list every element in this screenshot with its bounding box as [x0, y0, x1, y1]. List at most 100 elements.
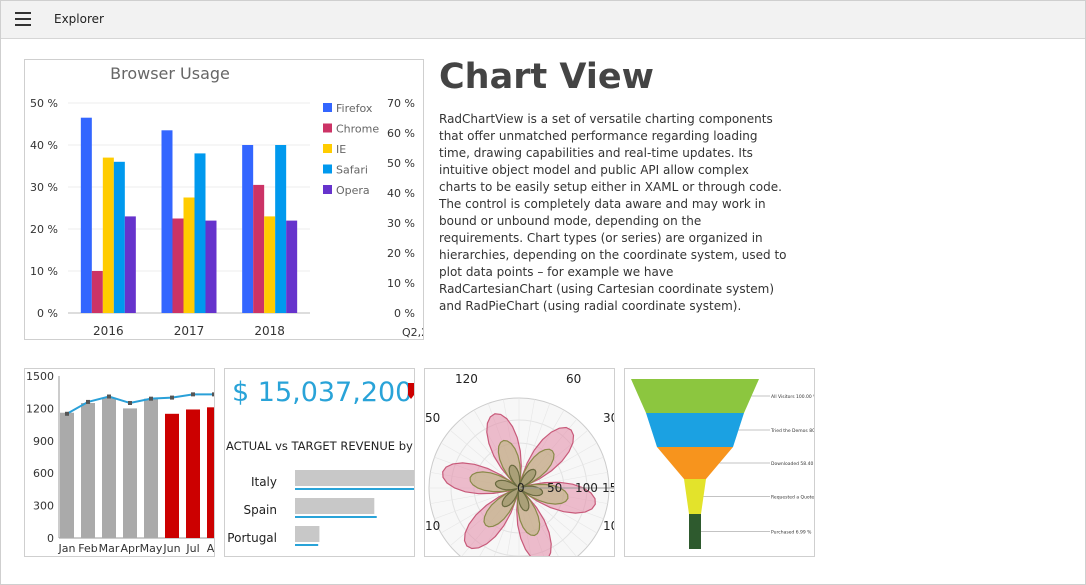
polar-chart: 0 50 100 150 120 60 50 30 10 10	[425, 372, 614, 556]
bar-jul	[186, 409, 200, 538]
legend-swatch	[323, 103, 332, 112]
revenue-panel[interactable]: $ 15,037,200 ACTUAL vs TARGET REVENUE by …	[224, 368, 415, 557]
bar-chrome-2016	[91, 271, 103, 313]
bar-firefox-2017	[161, 130, 173, 313]
legend-swatch	[323, 123, 332, 133]
funnel-chart-panel[interactable]: All Visitors 100.00 % Tried the Demos 80.…	[624, 368, 815, 557]
funnel-stage-label: Requested a Quote 13.63 %	[771, 495, 814, 501]
legend-swatch	[323, 185, 332, 194]
y-tick-label: 50 %	[30, 97, 58, 110]
actual-bar-italy	[295, 470, 414, 486]
x-tick-label: May	[140, 542, 163, 555]
bar-apr	[123, 408, 137, 538]
y-tick-label: 600	[33, 467, 54, 480]
app-title: Explorer	[54, 12, 104, 26]
angle-tick-label: 50	[425, 411, 440, 425]
bar-firefox-2016	[80, 117, 92, 313]
funnel-stage-5	[689, 514, 701, 549]
x-tick-label: 2016	[93, 324, 124, 338]
legend-label: Opera	[336, 184, 370, 197]
chart-title: Browser Usage	[110, 64, 230, 83]
bar-jun	[165, 413, 179, 538]
angle-tick-label: 10	[425, 519, 440, 533]
angle-tick-label: 30	[603, 411, 614, 425]
y-tick-label: 1200	[26, 402, 54, 415]
funnel-stage-label: All Visitors 100.00 %	[771, 394, 814, 400]
bar-opera-2017	[205, 220, 217, 313]
polar-grid-spoke	[518, 487, 589, 547]
x-tick-label: Apr	[120, 542, 140, 555]
bar-chrome-2018	[253, 184, 265, 313]
target-bar-portugal	[295, 544, 319, 546]
legend-label: IE	[336, 143, 346, 156]
trend-point	[149, 396, 153, 401]
polar-grid-spoke	[506, 487, 520, 556]
trend-line	[66, 393, 214, 415]
bar-ie-2017	[183, 197, 195, 313]
browser-usage-chart: Browser Usage 0 % 10 % 20 % 30 % 40 % 50 % 2016…	[30, 64, 423, 339]
y-tick-label: 40 %	[30, 139, 58, 152]
y-tick-label: 0 %	[37, 307, 58, 320]
trend-point	[191, 392, 195, 397]
legend-swatch	[323, 164, 332, 174]
bar-ie-2016	[102, 157, 114, 313]
page-title: Chart View	[439, 57, 654, 97]
browser-usage-chart-panel[interactable]: Browser Usage 0 % 10 % 20 % 30 % 40 % 50 % 2016…	[24, 59, 424, 340]
bar-opera-2018	[286, 220, 298, 313]
down-arrow-icon	[408, 383, 414, 399]
polar-grid-spoke	[449, 429, 520, 489]
x-tick-label: Feb	[78, 542, 97, 555]
y-tick-label: 10 %	[30, 265, 58, 278]
kpi-value: $ 15,037,200	[232, 377, 412, 408]
secondary-axis-fragment: Q2,2	[402, 326, 423, 339]
trend-point	[212, 392, 214, 397]
x-tick-label: Mar	[99, 542, 120, 555]
legend-label: Safari	[336, 164, 368, 177]
bar-may	[144, 398, 158, 538]
actual-bar-spain	[295, 498, 375, 514]
polar-chart-panel[interactable]: 0 50 100 150 120 60 50 30 10 10	[424, 368, 615, 557]
polar-grid-spoke	[434, 487, 520, 520]
y-tick-label: 30 %	[30, 181, 58, 194]
x-tick-label: Jun	[162, 542, 180, 555]
x-tick-label: Jul	[185, 542, 199, 555]
y-tick-label: 300	[33, 500, 54, 513]
y-tick-label: 1500	[26, 370, 54, 383]
secondary-y-tick-label: 10 %	[387, 277, 415, 290]
funnel-stage-4	[684, 479, 706, 514]
category-label: Spain	[243, 503, 277, 517]
monthly-chart-panel[interactable]: 0 300 600 900 1200 1500 Jan Feb Mar Apr May Jun Jul A…	[24, 368, 215, 557]
funnel-stage-2	[646, 413, 744, 447]
secondary-y-tick-label: 60 %	[387, 127, 415, 140]
polar-grid-spoke	[518, 456, 604, 489]
secondary-y-tick-label: 20 %	[387, 247, 415, 260]
radial-tick-label: 0	[517, 481, 525, 495]
trend-point	[128, 401, 132, 405]
secondary-y-tick-label: 70 %	[387, 97, 415, 110]
secondary-y-tick-label: 40 %	[387, 187, 415, 200]
bar-opera-2016	[124, 216, 136, 313]
polar-grid-spoke	[518, 399, 535, 489]
bar-feb	[81, 403, 95, 538]
hamburger-icon[interactable]	[15, 12, 31, 26]
x-tick-label: Jan	[58, 542, 76, 555]
trend-point	[65, 411, 69, 416]
funnel-stage-label: Tried the Demos 80.00 %	[770, 428, 814, 434]
legend-label: Chrome	[336, 123, 379, 136]
radial-tick-label: 150	[602, 481, 614, 495]
legend-swatch	[323, 144, 332, 153]
y-tick-label: 20 %	[30, 223, 58, 236]
target-bar-italy	[295, 488, 414, 490]
category-label: Italy	[251, 475, 277, 489]
trend-point	[86, 399, 90, 404]
secondary-y-tick-label: 50 %	[387, 157, 415, 170]
x-tick-label: 2017	[174, 324, 205, 338]
bar-safari-2017	[194, 153, 206, 313]
bar-mar	[102, 397, 116, 538]
page-description: RadChartView is a set of versatile chart…	[439, 112, 787, 313]
funnel-stage-label: Downloaded 58.40 %	[771, 461, 814, 467]
angle-tick-label: 10	[603, 519, 614, 533]
bar-jan	[60, 412, 74, 538]
secondary-y-tick-label: 0 %	[394, 307, 415, 320]
